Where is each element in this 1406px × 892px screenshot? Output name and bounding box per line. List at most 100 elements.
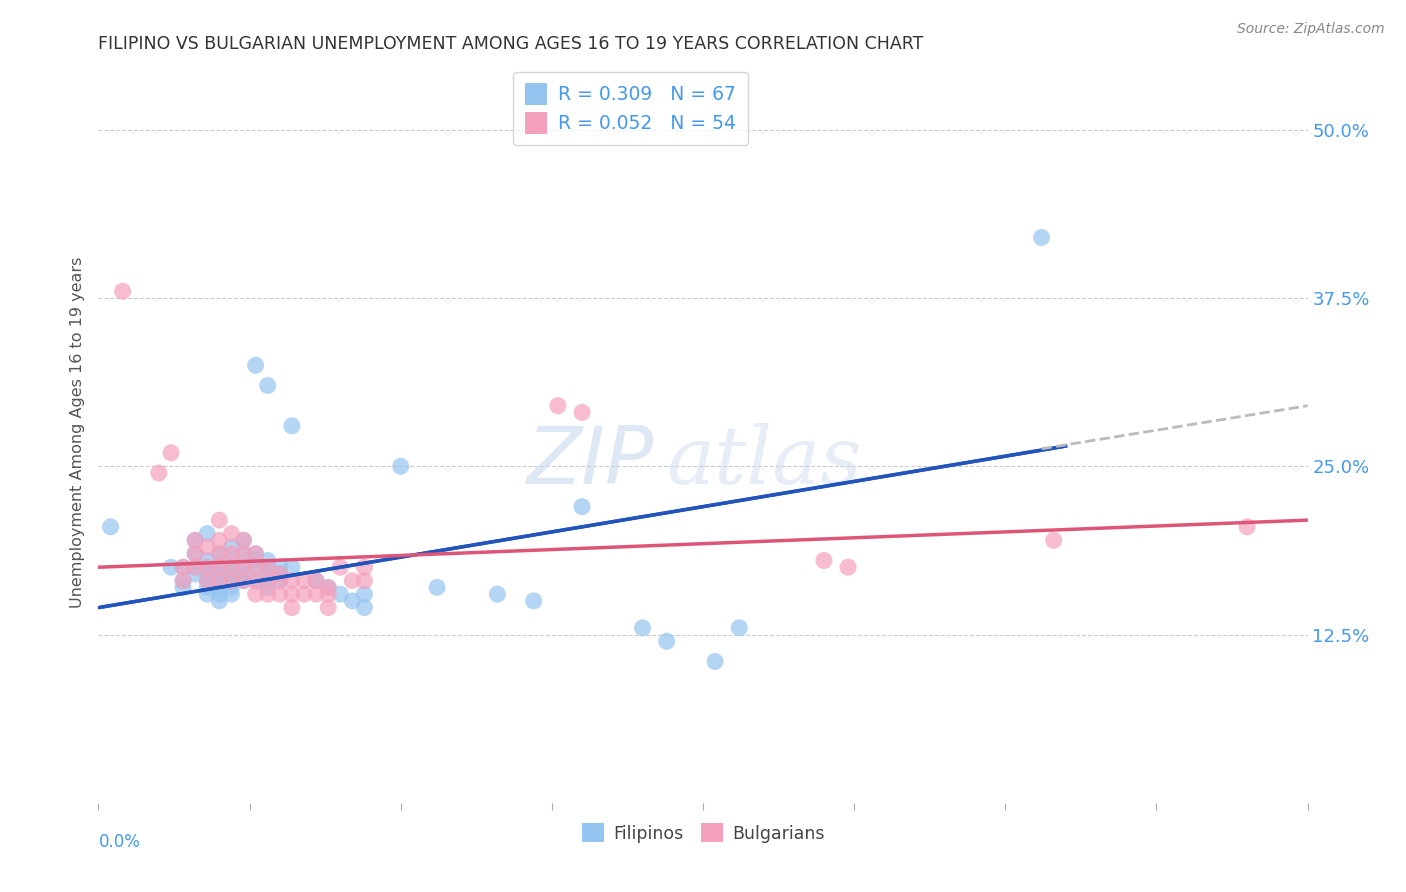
Point xyxy=(195,553,218,567)
Point xyxy=(184,547,207,561)
Point xyxy=(172,560,194,574)
Point xyxy=(353,574,375,588)
Point xyxy=(184,533,207,548)
Point xyxy=(353,600,375,615)
Point xyxy=(195,574,218,588)
Point xyxy=(221,574,243,588)
Point xyxy=(269,566,291,581)
Point xyxy=(195,581,218,595)
Point xyxy=(655,634,678,648)
Point xyxy=(281,560,304,574)
Point xyxy=(195,587,218,601)
Point xyxy=(221,560,243,574)
Point xyxy=(256,574,278,588)
Point xyxy=(195,526,218,541)
Point xyxy=(256,560,278,574)
Point xyxy=(232,566,254,581)
Point xyxy=(571,500,593,514)
Point xyxy=(208,587,231,601)
Point xyxy=(172,560,194,574)
Point xyxy=(221,560,243,574)
Point xyxy=(208,574,231,588)
Point xyxy=(353,560,375,574)
Point xyxy=(547,399,569,413)
Point xyxy=(342,574,364,588)
Point xyxy=(208,560,231,574)
Point xyxy=(329,560,352,574)
Point xyxy=(172,581,194,595)
Point xyxy=(426,581,449,595)
Point xyxy=(256,581,278,595)
Point xyxy=(256,553,278,567)
Point xyxy=(195,560,218,574)
Point xyxy=(245,359,267,373)
Point xyxy=(316,581,339,595)
Point xyxy=(245,574,267,588)
Point xyxy=(195,566,218,581)
Y-axis label: Unemployment Among Ages 16 to 19 years: Unemployment Among Ages 16 to 19 years xyxy=(69,257,84,608)
Point xyxy=(245,574,267,588)
Point xyxy=(353,587,375,601)
Point xyxy=(232,574,254,588)
Point xyxy=(184,547,207,561)
Point xyxy=(245,587,267,601)
Point xyxy=(184,560,207,574)
Point xyxy=(256,378,278,392)
Point xyxy=(160,446,183,460)
Point xyxy=(208,574,231,588)
Point xyxy=(221,526,243,541)
Point xyxy=(269,587,291,601)
Point xyxy=(172,574,194,588)
Point xyxy=(704,655,727,669)
Text: Source: ZipAtlas.com: Source: ZipAtlas.com xyxy=(1237,22,1385,37)
Point xyxy=(208,513,231,527)
Point xyxy=(728,621,751,635)
Point xyxy=(160,560,183,574)
Point xyxy=(195,560,218,574)
Point xyxy=(232,574,254,588)
Point xyxy=(232,533,254,548)
Point xyxy=(221,547,243,561)
Point xyxy=(837,560,859,574)
Point xyxy=(292,574,315,588)
Point xyxy=(329,587,352,601)
Point xyxy=(305,587,328,601)
Point xyxy=(305,574,328,588)
Point xyxy=(1031,230,1053,244)
Point xyxy=(256,560,278,574)
Point xyxy=(292,587,315,601)
Legend: Filipinos, Bulgarians: Filipinos, Bulgarians xyxy=(575,816,831,850)
Point xyxy=(232,560,254,574)
Point xyxy=(813,553,835,567)
Point xyxy=(195,540,218,554)
Point xyxy=(232,560,254,574)
Point xyxy=(389,459,412,474)
Point xyxy=(208,594,231,608)
Point xyxy=(316,581,339,595)
Point xyxy=(221,587,243,601)
Text: atlas: atlas xyxy=(666,424,862,501)
Point xyxy=(208,533,231,548)
Point xyxy=(256,566,278,581)
Point xyxy=(208,560,231,574)
Point xyxy=(281,574,304,588)
Text: FILIPINO VS BULGARIAN UNEMPLOYMENT AMONG AGES 16 TO 19 YEARS CORRELATION CHART: FILIPINO VS BULGARIAN UNEMPLOYMENT AMONG… xyxy=(98,35,924,53)
Point xyxy=(281,600,304,615)
Point xyxy=(256,587,278,601)
Point xyxy=(221,566,243,581)
Point xyxy=(281,418,304,433)
Point xyxy=(281,587,304,601)
Point xyxy=(486,587,509,601)
Point xyxy=(184,560,207,574)
Point xyxy=(111,285,134,299)
Point xyxy=(208,566,231,581)
Point xyxy=(172,574,194,588)
Point xyxy=(245,560,267,574)
Point xyxy=(631,621,654,635)
Point xyxy=(208,581,231,595)
Text: ZIP: ZIP xyxy=(527,423,655,501)
Point xyxy=(245,553,267,567)
Point xyxy=(269,574,291,588)
Point xyxy=(221,553,243,567)
Point xyxy=(316,587,339,601)
